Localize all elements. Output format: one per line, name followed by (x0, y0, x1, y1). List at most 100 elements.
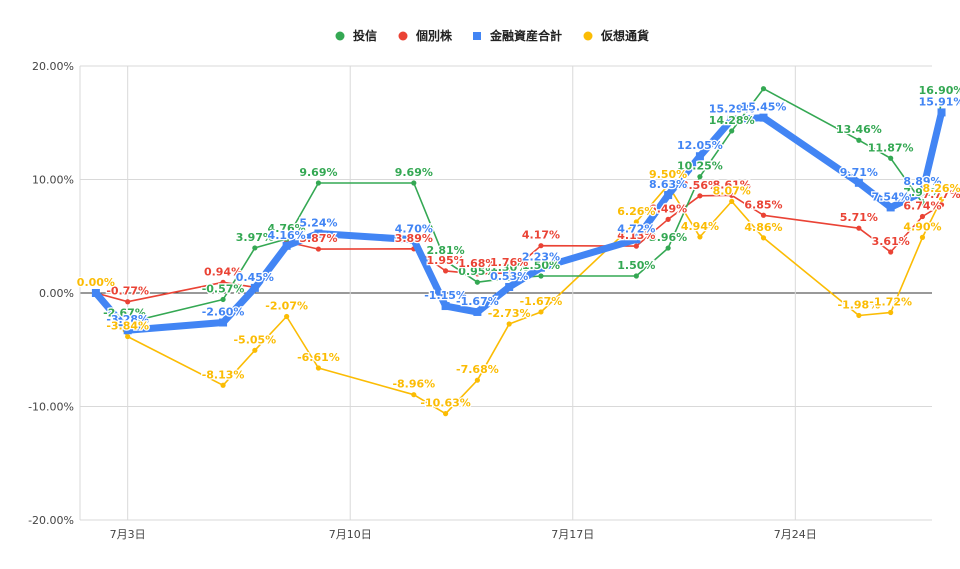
data-label: -0.57% (202, 282, 245, 295)
data-label: -6.61% (297, 351, 340, 364)
data-point (474, 377, 480, 383)
y-tick-label: 0.00% (39, 287, 74, 300)
data-point (760, 235, 767, 241)
data-label: 9.71% (840, 166, 878, 179)
data-point (538, 273, 544, 279)
data-point-square (536, 263, 545, 272)
legend-label[interactable]: 仮想通貨 (600, 28, 649, 43)
data-label: 8.61% (713, 178, 751, 191)
data-point-square (886, 203, 895, 212)
data-point (411, 180, 417, 186)
data-point (125, 333, 131, 340)
data-point (697, 234, 703, 240)
data-label: 2.81% (427, 244, 465, 257)
data-point (919, 213, 926, 220)
data-point (919, 234, 926, 240)
data-point-square (219, 318, 228, 327)
data-label: 6.26% (617, 205, 655, 218)
data-label: -5.05% (233, 333, 276, 346)
data-label: 1.50% (617, 259, 655, 272)
data-label: -7.68% (456, 363, 499, 376)
data-label: -3.84% (106, 320, 149, 333)
data-label: 8.63% (649, 178, 687, 191)
data-label: 6.49% (649, 202, 687, 215)
data-point (729, 128, 735, 134)
series-line-3 (95, 184, 943, 415)
legend-label[interactable]: 個別株 (415, 28, 453, 43)
data-label: -0.77% (106, 285, 149, 298)
data-label: 3.87% (299, 232, 337, 245)
data-point (938, 202, 945, 208)
data-label: 8.89% (903, 175, 941, 188)
data-point (442, 258, 449, 264)
data-point (284, 236, 290, 242)
data-label: 13.46% (836, 123, 882, 136)
data-label: 11.87% (868, 141, 914, 154)
data-label: -1.72% (869, 296, 912, 309)
data-point-square (409, 235, 418, 244)
data-point-square (91, 289, 100, 297)
data-point-square (314, 229, 323, 238)
data-point (938, 98, 945, 104)
data-label: 7.77% (922, 188, 960, 201)
y-tick-label: 10.00% (32, 174, 74, 187)
data-point (697, 193, 703, 199)
data-point (442, 411, 449, 417)
data-label: 4.94% (681, 220, 719, 233)
data-point-square (473, 307, 482, 316)
data-label: 3.61% (872, 235, 910, 248)
data-point (411, 392, 417, 398)
data-label: 1.30% (490, 261, 528, 274)
data-label: 7.92% (903, 186, 941, 199)
data-label: 0.53% (490, 270, 528, 283)
data-label: 10.25% (677, 160, 723, 173)
data-point-square (664, 191, 673, 200)
x-tick-label: 7月17日 (551, 528, 594, 541)
x-tick-label: 7月3日 (110, 528, 146, 541)
data-label: 12.05% (677, 139, 723, 152)
data-point (633, 273, 639, 279)
data-point (284, 313, 290, 320)
data-point-square (441, 302, 450, 311)
data-point (729, 198, 735, 205)
data-point (252, 245, 258, 251)
data-labels: -2.67% -0.57% 3.97%4.76% 9.69% 9.69% 2.81% 0.9… (76, 83, 960, 411)
data-label: 9.69% (299, 166, 337, 179)
data-label: -1.67% (520, 295, 563, 308)
data-point (888, 309, 894, 316)
data-label: 8.56% (681, 179, 719, 192)
data-label: 8.07% (713, 184, 751, 197)
data-label: 8.26% (922, 182, 960, 195)
data-label: 9.69% (395, 166, 433, 179)
data-label: 4.86% (744, 221, 782, 234)
data-point (665, 245, 671, 251)
data-label: -1.67% (456, 295, 499, 308)
data-label: 0.45% (236, 271, 274, 284)
data-label: 4.72% (617, 222, 655, 235)
data-point (697, 174, 703, 180)
data-label: 3.96% (649, 231, 687, 244)
data-label: 3.97% (236, 231, 274, 244)
data-point (888, 249, 894, 255)
data-label: 2.23% (522, 251, 560, 264)
data-point (856, 137, 862, 143)
data-label: 15.29% (709, 102, 755, 115)
data-point (938, 196, 945, 202)
data-point-square (505, 282, 514, 291)
data-point (474, 271, 480, 277)
data-label: 3.89% (395, 232, 433, 245)
data-label: -2.73% (488, 307, 531, 320)
data-point (474, 279, 480, 285)
data-label: -2.07% (265, 299, 308, 312)
legend: 投信 個別株 金融資産合計 仮想通貨 (335, 28, 649, 43)
data-point-square (123, 326, 132, 335)
legend-label[interactable]: 投信 (353, 28, 377, 43)
x-tick-label: 7月10日 (329, 528, 372, 541)
legend-label[interactable]: 金融資産合計 (489, 28, 562, 43)
data-label: 4.90% (903, 220, 941, 233)
data-point (538, 309, 544, 315)
data-point (506, 270, 512, 276)
data-point (315, 180, 322, 186)
data-label: 4.76% (268, 222, 306, 235)
